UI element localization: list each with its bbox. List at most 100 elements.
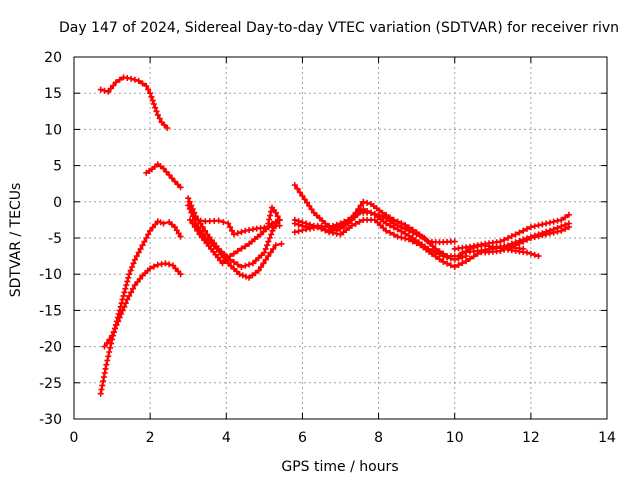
data-point-marker <box>554 217 561 224</box>
data-point-marker <box>554 228 561 235</box>
data-point-marker <box>546 230 553 237</box>
data-point-marker <box>160 220 167 227</box>
data-point-marker <box>185 202 192 209</box>
data-point-marker <box>520 238 527 245</box>
data-point-marker <box>265 238 272 245</box>
data-point-marker <box>102 365 109 372</box>
data-point-marker <box>137 275 143 282</box>
data-point-marker <box>246 274 253 281</box>
data-point-marker <box>157 219 164 226</box>
data-point-marker <box>550 229 557 236</box>
data-point-marker <box>299 227 306 234</box>
data-point-marker <box>543 231 550 238</box>
data-point-marker <box>161 122 168 129</box>
data-point-marker <box>243 273 249 280</box>
data-point-marker <box>527 224 534 231</box>
data-point-marker <box>119 307 126 314</box>
data-point-marker <box>274 213 281 220</box>
data-point-marker <box>422 243 428 250</box>
data-point-marker <box>154 111 161 118</box>
data-point-marker <box>139 80 146 87</box>
data-point-marker <box>527 250 534 257</box>
data-point-marker <box>115 318 122 325</box>
data-point-marker <box>147 90 154 97</box>
data-point-marker <box>303 220 310 227</box>
data-point-marker <box>322 226 329 233</box>
data-point-marker <box>360 206 367 212</box>
data-point-marker <box>258 264 264 270</box>
data-point-marker <box>156 115 163 122</box>
data-point-marker <box>131 256 138 263</box>
data-point-marker <box>238 229 245 235</box>
data-point-marker <box>394 233 401 240</box>
data-point-marker <box>160 165 167 172</box>
data-point-marker <box>294 185 301 192</box>
data-point-marker <box>143 83 150 89</box>
data-point-marker <box>562 214 569 221</box>
data-point-marker <box>171 224 178 231</box>
data-point-marker <box>390 224 397 231</box>
data-point-marker <box>166 172 173 178</box>
data-point-marker <box>394 226 401 233</box>
data-point-marker <box>276 222 283 229</box>
data-point-marker <box>124 278 131 285</box>
data-point-marker <box>299 193 306 199</box>
data-point-marker <box>440 253 447 260</box>
data-point-marker <box>260 260 267 267</box>
data-point-marker <box>550 218 557 225</box>
series-track-h <box>192 216 283 238</box>
data-point-marker <box>230 231 237 238</box>
data-point-marker <box>101 343 108 350</box>
data-point-marker <box>130 260 137 267</box>
data-point-marker <box>125 274 132 281</box>
data-point-marker <box>97 86 104 93</box>
data-point-marker <box>451 264 458 270</box>
data-point-marker <box>227 253 234 260</box>
data-point-marker <box>188 209 195 216</box>
data-point-marker <box>239 272 246 279</box>
data-point-marker <box>133 253 140 260</box>
data-point-marker <box>238 245 245 252</box>
data-point-marker <box>266 235 273 241</box>
data-point-marker <box>104 340 110 346</box>
data-point-marker <box>266 216 273 223</box>
data-point-marker <box>272 242 279 249</box>
data-point-marker <box>505 245 511 252</box>
data-point-marker <box>531 223 538 230</box>
data-point-marker <box>270 245 277 252</box>
data-point-marker <box>173 227 180 234</box>
data-point-marker <box>122 300 129 307</box>
data-point-marker <box>562 225 569 232</box>
data-point-marker <box>501 246 508 253</box>
data-point-marker <box>121 303 128 310</box>
axis-ticks: 0 2 4 6 8 10 12 14 -30 -25 -20 -15 -10 -5 0 5 10 15 20 <box>39 50 616 446</box>
data-point-marker <box>455 262 462 268</box>
data-point-marker <box>265 220 272 227</box>
data-point-marker <box>120 292 127 299</box>
data-point-marker <box>126 292 133 299</box>
data-point-marker <box>535 253 542 260</box>
data-point-marker <box>158 261 165 268</box>
data-point-marker <box>175 230 182 237</box>
data-point-marker <box>143 235 150 241</box>
data-point-marker <box>112 79 119 86</box>
data-point-marker <box>135 77 142 84</box>
data-point-marker <box>131 282 138 289</box>
data-point-marker <box>497 248 504 254</box>
data-point-marker <box>113 321 120 328</box>
data-point-marker <box>318 225 325 232</box>
data-point-marker <box>527 235 534 241</box>
y-tick-label: -20 <box>39 340 62 356</box>
data-point-marker <box>110 329 117 336</box>
chart-title: Day 147 of 2024, Sidereal Day-to-day VTE… <box>59 20 619 36</box>
data-point-marker <box>121 289 128 296</box>
data-point-marker <box>425 245 432 252</box>
data-point-marker <box>444 260 451 267</box>
data-point-marker <box>333 223 340 230</box>
y-axis-label: SDTVAR / TECUs <box>8 183 24 298</box>
data-point-marker <box>264 242 271 249</box>
data-point-marker <box>128 289 135 296</box>
data-point-marker <box>128 75 135 82</box>
data-point-marker <box>516 229 523 236</box>
data-point-marker <box>291 182 298 189</box>
